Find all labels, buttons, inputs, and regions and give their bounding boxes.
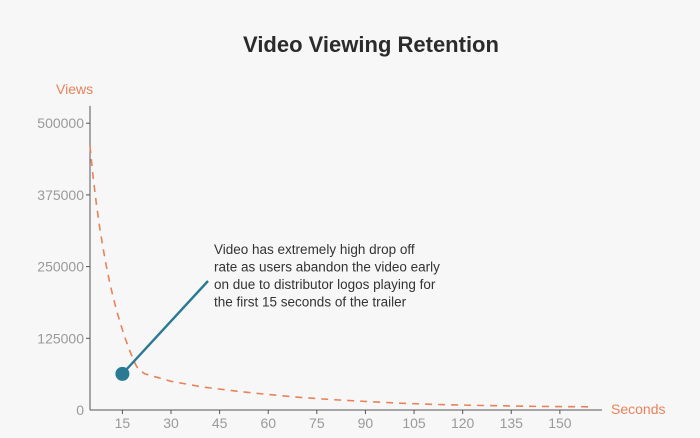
x-axis-ticks: 15 30 45 60 75 90 105 120 135 150	[115, 410, 572, 431]
annotation-line-4: the first 15 seconds of the trailer	[214, 295, 407, 310]
x-tick-label: 60	[260, 415, 276, 431]
x-tick-label: 45	[212, 415, 228, 431]
x-axis-label: Seconds	[611, 401, 665, 417]
y-tick-label: 375000	[37, 187, 84, 203]
x-tick-label: 150	[548, 415, 572, 431]
y-tick-label: 0	[76, 402, 84, 418]
annotation-text: Video has extremely high drop off rate a…	[214, 242, 444, 310]
y-tick-label: 125000	[37, 330, 84, 346]
x-tick-label: 135	[500, 415, 524, 431]
y-axis-label: Views	[56, 81, 93, 97]
x-tick-label: 15	[115, 415, 131, 431]
annotation-line-3: on due to distributor logos playing for	[214, 277, 436, 292]
x-tick-label: 120	[451, 415, 475, 431]
annotation-connector-line	[121, 280, 209, 375]
x-tick-label: 105	[402, 415, 426, 431]
y-axis-ticks: 0 125000 250000 375000 500000	[37, 115, 90, 418]
x-tick-label: 75	[309, 415, 325, 431]
annotation-line-1: Video has extremely high drop off	[214, 242, 415, 257]
chart-title: Video Viewing Retention	[243, 32, 499, 57]
x-tick-label: 30	[163, 415, 179, 431]
y-tick-label: 250000	[37, 259, 84, 275]
annotation-line-2: rate as users abandon the video early	[214, 260, 440, 275]
y-tick-label: 500000	[37, 115, 84, 131]
views-series-line	[89, 146, 593, 408]
x-tick-label: 90	[358, 415, 374, 431]
annotation-point	[115, 366, 130, 381]
